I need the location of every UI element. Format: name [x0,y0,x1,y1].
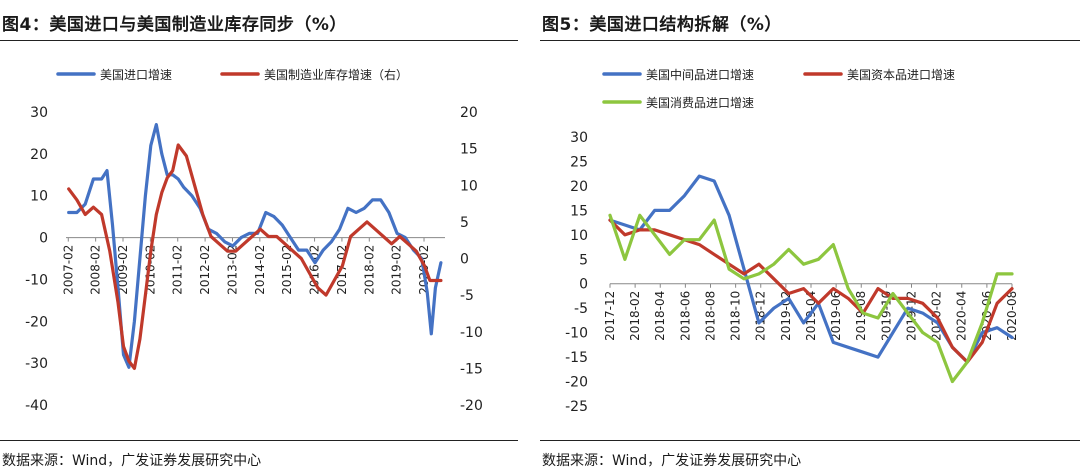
y-right-tick-label: -5 [460,288,474,304]
x-tick-label: 2008-02 [89,245,103,295]
y-left-tick-label: 30 [30,105,48,121]
figure-4-top-rule [0,40,518,41]
y-tick-label: -15 [565,350,588,366]
x-tick-label: 2019-02 [390,245,404,295]
x-tick-label: 2017-12 [603,291,617,341]
y-tick-label: -25 [565,399,588,415]
y-tick-label: 0 [579,277,588,293]
y-tick-label: -10 [565,326,588,342]
y-right-tick-label: -20 [460,398,483,414]
series-line-2 [608,218,1014,364]
x-tick-label: 2019-06 [829,291,843,341]
y-tick-label: 15 [570,203,588,219]
x-tick-label: 2018-06 [678,291,692,341]
x-tick-label: 2019-10 [879,291,893,341]
series-line-1 [67,123,443,369]
y-tick-label: -20 [565,375,588,391]
y-right-tick-label: 10 [460,178,478,194]
legend-label-1: 美国中间品进口增速 [646,67,754,82]
y-right-tick-label: -10 [460,325,483,341]
figure-4-source: 数据来源：Wind，广发证券发展研究中心 [2,453,262,469]
y-left-tick-label: 20 [30,147,48,163]
y-left-tick-label: -40 [25,398,48,414]
y-right-tick-label: 20 [460,105,478,121]
figure-4-panel: 图4：美国进口与美国制造业库存同步（%） 30 20 10 0 -10 -20 -30 -40… [0,0,518,470]
x-tick-label: 2018-10 [729,291,743,341]
figure-4-chart: 30 20 10 0 -10 -20 -30 -40 20 15 10 5 0 -5 -10 -15 -20 20… [25,67,483,414]
y-left-tick-label: -30 [25,356,48,372]
y-tick-label: 20 [570,179,588,195]
x-tick-label: 2007-02 [61,245,75,295]
x-tick-label: 2014-02 [253,245,267,295]
y-right-tick-label: 5 [460,215,469,231]
x-tick-label: 2012-02 [198,245,212,295]
y-left-tick-label: 10 [30,189,48,205]
legend-label-2: 美国制造业库存增速（右） [264,67,408,82]
figure-5-panel: 图5：美国进口结构拆解（%） 30 25 20 15 10 5 0 -5 -10 -15 -20 -2… [540,0,1080,470]
x-tick-label: 2011-02 [171,245,185,295]
x-tick-label: 2019-04 [804,291,818,341]
x-tick-label: 2018-02 [628,291,642,341]
x-tick-label: 2009-02 [116,245,130,295]
x-tick-label: 2018-08 [704,291,718,341]
figure-4-title: 图4：美国进口与美国制造业库存同步（%） [2,15,347,35]
y-tick-label: 10 [570,228,588,244]
series-line-3 [608,213,1014,384]
y-right-tick-label: 15 [460,142,478,158]
figure-5-title: 图5：美国进口结构拆解（%） [542,15,782,35]
y-right-tick-label: -15 [460,361,483,377]
legend-label-2: 美国资本品进口增速 [847,68,955,82]
x-tick-label: 2019-02 [779,291,793,341]
figure-5-top-rule [540,40,1080,41]
figure-5-chart: 30 25 20 15 10 5 0 -5 -10 -15 -20 -25 2017-12 2018-02… [565,67,1019,415]
y-tick-label: 30 [570,130,588,146]
x-tick-label: 2015-02 [280,245,294,295]
x-tick-label: 2020-04 [955,291,969,341]
figure-5-bottom-rule [540,440,1080,441]
figure-4-bottom-rule [0,440,518,441]
y-right-tick-label: 0 [460,252,469,268]
y-left-tick-label: 0 [39,231,48,247]
legend-label-1: 美国进口增速 [100,68,172,82]
x-tick-label: 2018-04 [653,291,667,341]
x-tick-label: 2018-12 [754,291,768,341]
x-tick-label: 2020-08 [1005,291,1019,341]
y-tick-label: 5 [579,252,588,268]
y-tick-label: 25 [570,154,588,170]
x-tick-label: 2019-08 [854,291,868,341]
x-tick-label: 2013-02 [225,245,239,295]
figure-5-source: 数据来源：Wind，广发证券发展研究中心 [542,453,802,469]
series-line-2 [67,143,443,370]
y-tick-label: -5 [574,301,588,317]
x-tick-label: 2018-02 [362,245,376,295]
y-left-tick-label: -10 [25,272,48,288]
legend-label-3: 美国消费品进口增速 [646,96,754,110]
y-left-tick-label: -20 [25,314,48,330]
